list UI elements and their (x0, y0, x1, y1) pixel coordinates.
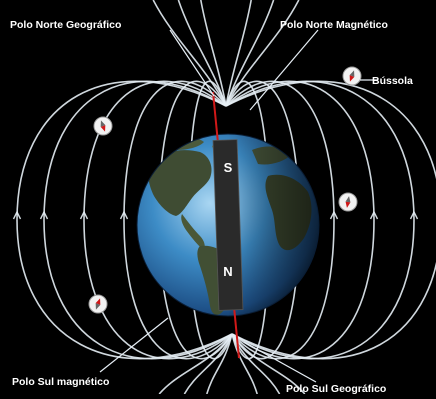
compass-icon (89, 295, 107, 313)
compass-icon (343, 67, 361, 85)
compass-icon (94, 117, 112, 135)
label-magnetic-north: Polo Norte Magnético (280, 19, 388, 31)
compass-icon (339, 193, 357, 211)
label-compass: Bússola (372, 75, 413, 87)
label-magnetic-south: Polo Sul magnético (12, 376, 109, 388)
label-geographic-north: Polo Norte Geográfico (10, 19, 121, 31)
magnet-south-label: S (224, 160, 233, 175)
label-geographic-south: Polo Sul Geográfico (286, 383, 386, 394)
magnet-north-label: N (223, 264, 232, 279)
